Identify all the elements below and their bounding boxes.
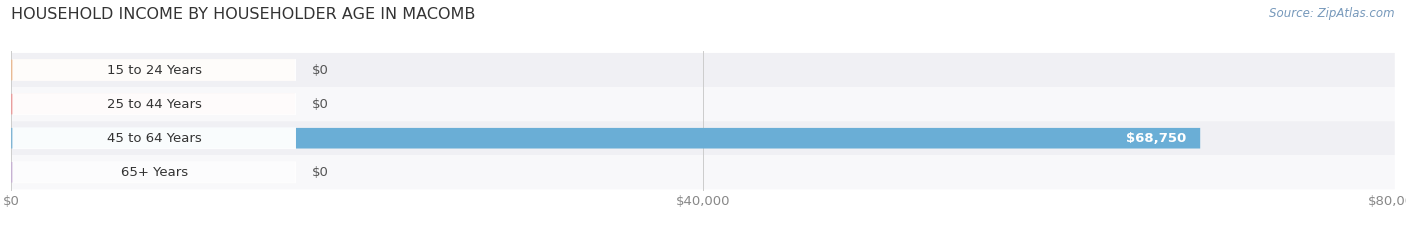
FancyBboxPatch shape [11,87,1395,121]
Text: $0: $0 [312,166,329,179]
Text: 65+ Years: 65+ Years [121,166,188,179]
FancyBboxPatch shape [11,53,1395,87]
FancyBboxPatch shape [13,161,297,183]
Text: Source: ZipAtlas.com: Source: ZipAtlas.com [1270,7,1395,20]
Text: 45 to 64 Years: 45 to 64 Years [107,132,201,145]
Text: HOUSEHOLD INCOME BY HOUSEHOLDER AGE IN MACOMB: HOUSEHOLD INCOME BY HOUSEHOLDER AGE IN M… [11,7,475,22]
FancyBboxPatch shape [11,128,1201,148]
FancyBboxPatch shape [11,162,295,183]
Text: 15 to 24 Years: 15 to 24 Years [107,64,201,76]
Text: $68,750: $68,750 [1126,132,1187,145]
FancyBboxPatch shape [11,121,1395,155]
Text: 25 to 44 Years: 25 to 44 Years [107,98,201,111]
FancyBboxPatch shape [11,94,295,114]
FancyBboxPatch shape [11,60,295,80]
FancyBboxPatch shape [13,59,297,81]
Text: $0: $0 [312,64,329,76]
Text: $0: $0 [312,98,329,111]
FancyBboxPatch shape [13,127,297,149]
FancyBboxPatch shape [11,155,1395,189]
FancyBboxPatch shape [13,93,297,115]
